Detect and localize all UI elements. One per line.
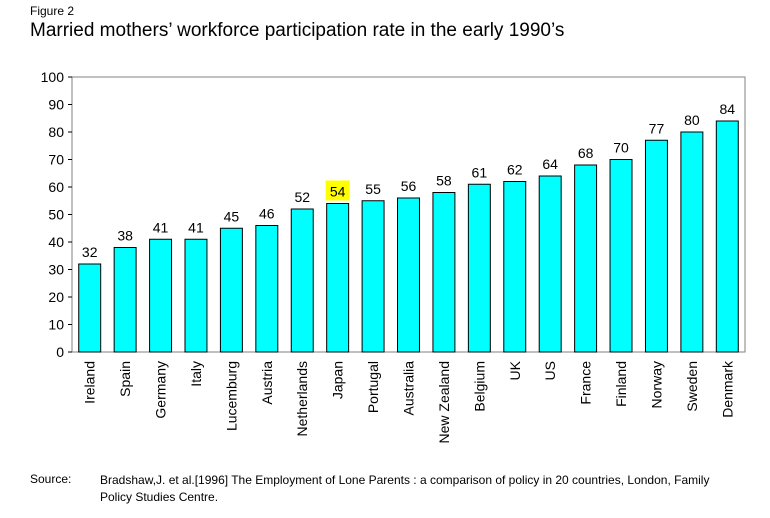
y-tick-label: 20 [48,289,64,305]
bar-portugal [361,200,385,353]
category-label: Germany [153,361,169,419]
category-label: France [578,361,594,405]
value-label: 80 [684,112,700,128]
y-tick-label: 30 [48,262,64,278]
bar-germany [149,238,173,353]
bar-austria [255,225,279,353]
value-label-highlight [325,180,350,201]
y-tick-label: 90 [48,97,64,113]
category-label: Sweden [684,361,700,412]
value-label: 68 [578,145,594,161]
category-label: Denmark [719,360,735,418]
source-text: Bradshaw,J. et al.[1996] The Employment … [100,473,710,504]
category-label: Spain [117,361,133,397]
bar-norway [644,139,668,353]
value-label: 77 [649,120,665,136]
bar-japan [326,203,350,353]
bar-australia [397,197,420,353]
category-label: Lucemburg [223,361,239,431]
y-tick-label: 100 [41,69,65,85]
value-label: 70 [613,140,629,156]
category-label: Australia [401,361,417,416]
bar-us [538,175,562,353]
y-tick-label: 60 [48,179,64,195]
category-label: Finland [613,361,629,407]
figure-label: Figure 2 [30,4,75,18]
value-label: 32 [82,244,98,260]
bar-italy [184,238,208,353]
category-label: Belgium [471,361,487,412]
category-label: Ireland [82,361,98,404]
value-label: 52 [294,189,310,205]
value-label: 84 [720,101,736,117]
category-label: New Zealand [436,361,452,444]
bar-belgium [467,183,491,353]
chart-title: Married mothers’ workforce participation… [30,20,565,41]
y-tick-label: 10 [48,317,64,333]
y-tick-label: 70 [48,152,64,168]
bar-france [574,164,598,353]
y-tick-label: 0 [56,344,64,360]
value-label: 62 [507,162,523,178]
value-label: 56 [401,178,417,194]
y-tick-label: 40 [48,234,64,250]
value-label: 55 [365,181,381,197]
category-label: Netherlands [294,361,310,437]
value-label: 61 [472,164,488,180]
category-label: Norway [648,361,664,408]
value-label: 38 [117,228,133,244]
value-label: 41 [188,219,204,235]
bar-netherlands [290,208,314,353]
category-label: Italy [188,361,204,387]
bar-uk [503,181,527,353]
bar-lucemburg [219,227,243,353]
category-label: Austria [259,361,275,405]
value-label: 64 [542,156,558,172]
bar-spain [113,247,137,353]
value-label: 58 [436,173,452,189]
category-label: US [542,361,558,380]
y-tick-label: 50 [48,207,64,223]
value-label: 54 [330,184,346,200]
category-label: Japan [330,361,346,399]
bar-sweden [680,131,704,353]
category-label: UK [507,360,523,380]
source-label: Source: [30,472,72,486]
value-label: 46 [259,206,275,222]
bar-new-zealand [432,192,456,353]
bar-ireland [78,263,102,353]
value-label: 41 [153,219,169,235]
category-label: Portugal [365,361,381,413]
bar-finland [609,159,633,353]
y-tick-label: 80 [48,124,64,140]
value-label: 45 [224,208,240,224]
bar-denmark [715,120,739,353]
